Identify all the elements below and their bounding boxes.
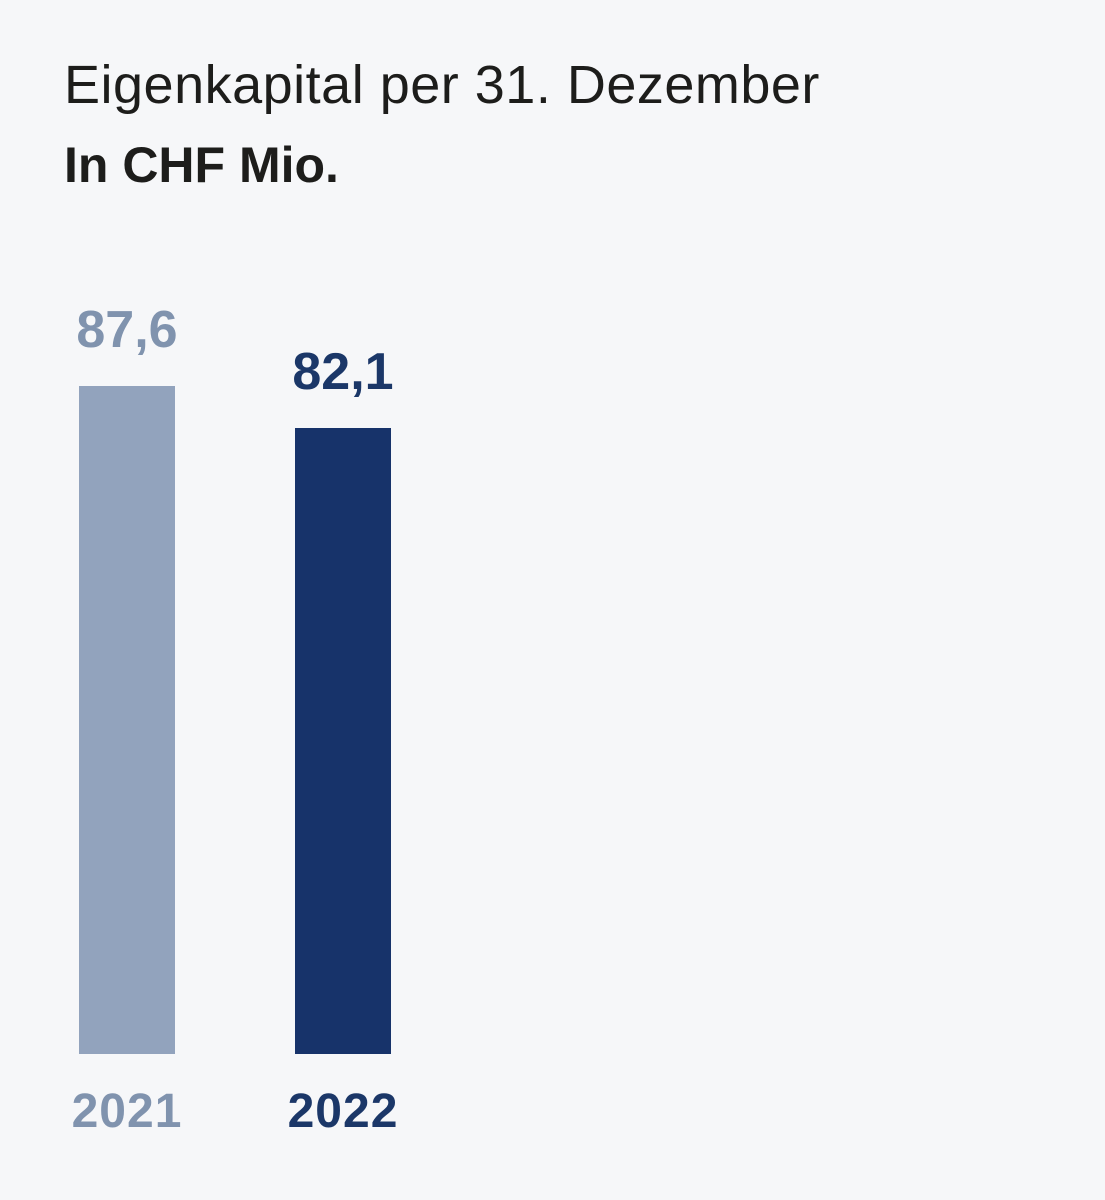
chart-subtitle: In CHF Mio. — [64, 137, 339, 193]
value-label-2021: 87,6 — [76, 301, 178, 359]
chart-header: Eigenkapital per 31. Dezember In CHF Mio… — [64, 58, 820, 190]
chart-title: Eigenkapital per 31. Dezember — [64, 55, 820, 115]
bar-2022: 82,1 2022 — [288, 346, 398, 1136]
bar-2021: 87,6 2021 — [72, 304, 182, 1136]
category-label-2021: 2021 — [71, 1085, 183, 1138]
category-label-2022: 2022 — [287, 1085, 399, 1138]
value-label-2022: 82,1 — [292, 343, 394, 401]
